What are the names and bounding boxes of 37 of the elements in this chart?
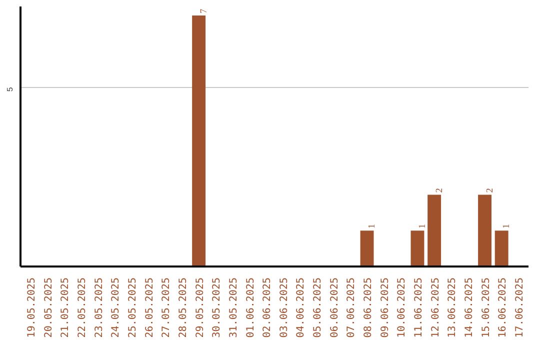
x-tick-label: 25.05.2025 [128, 277, 139, 338]
x-tick-label: 08.06.2025 [363, 277, 374, 338]
x-tick-label: 20.05.2025 [43, 277, 54, 338]
x-tick-label: 30.05.2025 [212, 277, 223, 338]
x-tick-label: 16.06.2025 [498, 277, 509, 338]
x-tick-label: 12.06.2025 [430, 277, 442, 338]
x-tick-label: 01.06.2025 [245, 277, 256, 338]
x-tick-label: 17.06.2025 [514, 277, 526, 338]
x-tick-label: 21.05.2025 [60, 277, 72, 338]
x-tick-label: 04.06.2025 [296, 277, 307, 338]
x-tick-label: 14.06.2025 [464, 277, 475, 338]
data-label: 1 [418, 224, 428, 229]
x-tick-label: 26.05.2025 [144, 277, 156, 338]
data-label: 7 [199, 8, 210, 14]
data-label: 1 [368, 224, 378, 229]
x-tick-label: 29.05.2025 [194, 277, 206, 338]
x-tick-label: 24.05.2025 [110, 277, 122, 338]
x-tick-label: 22.05.2025 [77, 277, 88, 338]
y-tick-label: 5 [6, 86, 14, 92]
x-tick-label: 10.06.2025 [396, 277, 408, 338]
x-tick-label: 31.05.2025 [228, 277, 240, 338]
data-label: 2 [485, 188, 496, 193]
x-tick-label: 02.06.2025 [262, 277, 274, 338]
x-tick-label: 13.06.2025 [447, 277, 458, 338]
x-tick-label: 28.05.2025 [178, 277, 189, 338]
x-tick-label: 05.06.2025 [312, 277, 324, 338]
x-tick-label: 23.05.2025 [94, 277, 105, 338]
x-tick-label: 19.05.2025 [26, 277, 38, 338]
x-tick-label: 15.06.2025 [480, 277, 492, 338]
x-tick-label: 09.06.2025 [380, 277, 391, 338]
x-tick-label: 03.06.2025 [278, 277, 290, 338]
x-tick-label: 06.06.2025 [329, 277, 340, 338]
x-tick-label: 07.06.2025 [346, 277, 358, 338]
x-tick-label: 11.06.2025 [413, 277, 424, 338]
data-label: 1 [502, 224, 512, 229]
data-label: 2 [434, 188, 445, 193]
x-tick-label: 27.05.2025 [161, 277, 172, 338]
